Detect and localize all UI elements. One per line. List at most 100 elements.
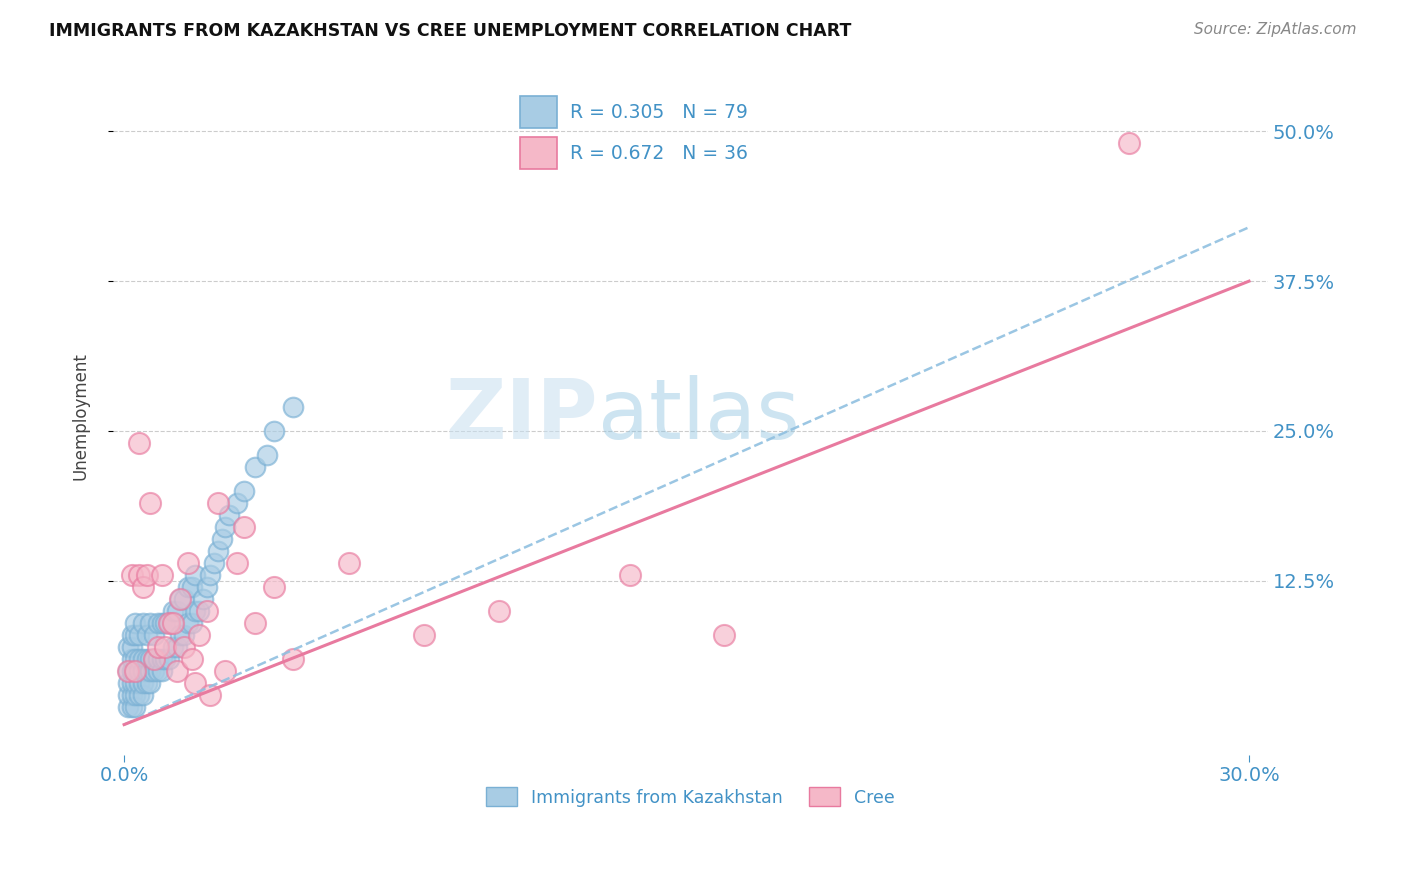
Point (135, 675, 157, 690)
Point (124, 688, 146, 702)
Point (150, 651, 173, 665)
Point (177, 580, 200, 594)
Point (150, 567, 173, 582)
Text: atlas: atlas (598, 376, 800, 457)
Point (155, 651, 177, 665)
Point (139, 675, 162, 690)
Point (211, 532, 233, 546)
Point (124, 651, 146, 665)
Point (184, 675, 207, 690)
Point (132, 651, 155, 665)
Point (121, 675, 143, 690)
Point (1118, 136, 1140, 151)
Point (124, 675, 146, 690)
Point (135, 628, 157, 642)
Point (155, 615, 177, 630)
Point (128, 675, 150, 690)
Point (143, 628, 166, 642)
Point (132, 664, 155, 678)
Point (135, 651, 157, 665)
Point (117, 640, 139, 654)
Point (202, 556, 225, 570)
Point (139, 496, 162, 510)
Text: R = 0.305   N = 79: R = 0.305 N = 79 (571, 103, 748, 122)
Point (162, 640, 184, 654)
Point (157, 615, 180, 630)
Point (124, 628, 146, 642)
Point (121, 688, 143, 702)
Point (121, 640, 143, 654)
Text: ZIP: ZIP (446, 376, 598, 457)
Point (124, 664, 146, 678)
Point (281, 651, 304, 665)
Point (166, 604, 188, 618)
Point (117, 664, 139, 678)
Point (195, 580, 218, 594)
Point (188, 604, 211, 618)
Point (200, 688, 222, 702)
Point (117, 699, 139, 714)
Point (132, 688, 155, 702)
Point (184, 567, 207, 582)
Point (173, 640, 195, 654)
Point (132, 580, 155, 594)
Point (195, 604, 218, 618)
Point (184, 604, 207, 618)
Point (218, 508, 240, 522)
Point (207, 544, 229, 558)
Point (713, 628, 735, 642)
Point (121, 699, 143, 714)
Point (337, 556, 360, 570)
Point (413, 628, 436, 642)
Point (173, 628, 195, 642)
Point (117, 664, 139, 678)
Point (124, 615, 146, 630)
Point (146, 615, 169, 630)
Point (150, 615, 173, 630)
Point (121, 567, 143, 582)
Point (135, 567, 157, 582)
Point (143, 651, 166, 665)
Point (177, 556, 200, 570)
Point (188, 628, 211, 642)
Point (150, 664, 173, 678)
Point (157, 651, 180, 665)
Point (117, 675, 139, 690)
Point (214, 520, 236, 534)
Point (146, 664, 169, 678)
Point (180, 651, 202, 665)
Point (263, 424, 285, 438)
Point (124, 699, 146, 714)
Point (139, 651, 162, 665)
Point (121, 651, 143, 665)
Point (169, 628, 191, 642)
Point (207, 496, 229, 510)
Point (488, 604, 510, 618)
Text: Source: ZipAtlas.com: Source: ZipAtlas.com (1194, 22, 1357, 37)
Point (128, 651, 150, 665)
Point (132, 615, 155, 630)
Point (166, 664, 188, 678)
Point (146, 651, 169, 665)
Bar (520, 137, 557, 169)
Point (121, 628, 143, 642)
Point (245, 459, 267, 474)
Text: IMMIGRANTS FROM KAZAKHSTAN VS CREE UNEMPLOYMENT CORRELATION CHART: IMMIGRANTS FROM KAZAKHSTAN VS CREE UNEMP… (49, 22, 852, 40)
Point (128, 628, 150, 642)
Point (139, 615, 162, 630)
Point (139, 664, 162, 678)
Point (191, 591, 214, 606)
Point (256, 448, 278, 462)
Legend: Immigrants from Kazakhstan, Cree: Immigrants from Kazakhstan, Cree (479, 780, 901, 814)
Point (117, 688, 139, 702)
Point (146, 640, 169, 654)
Point (233, 483, 256, 498)
Point (233, 520, 256, 534)
Point (128, 567, 150, 582)
Point (162, 604, 184, 618)
Point (619, 567, 641, 582)
Point (121, 664, 143, 678)
Point (157, 615, 180, 630)
Point (162, 615, 184, 630)
Text: R = 0.672   N = 36: R = 0.672 N = 36 (571, 144, 748, 163)
